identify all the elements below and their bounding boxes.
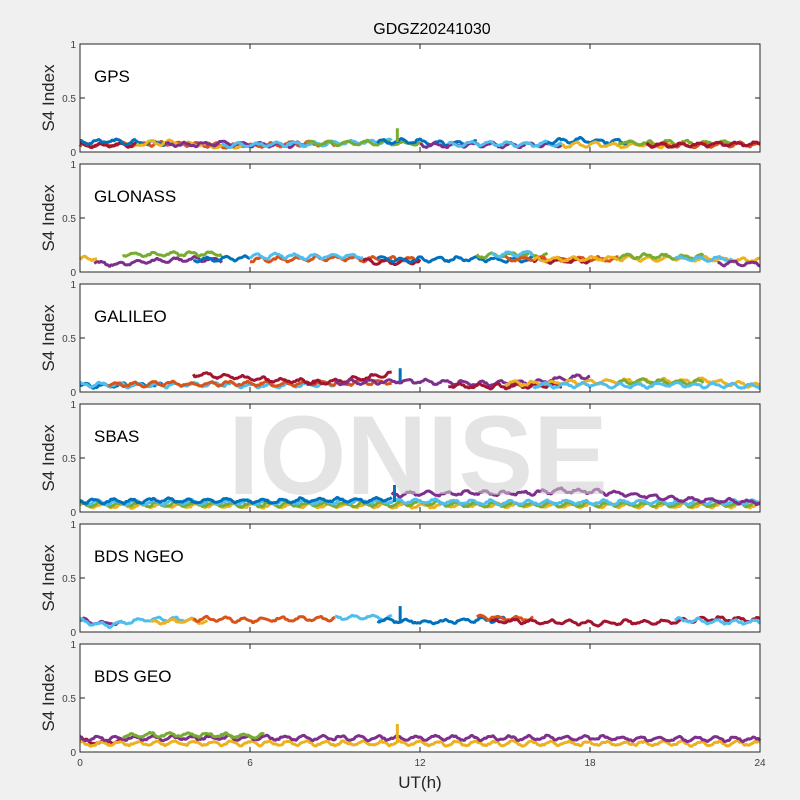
axes-background [80,284,760,392]
s4-series-green [618,252,705,261]
subplot-bds-ngeo: 0 0.5 1 S4 Index BDS NGEO [39,520,762,639]
y-tick-label: 0.5 [62,214,76,225]
y-tick-label: 0.5 [62,694,76,705]
subplot-bds-geo: 0 0.5 1 S4 Index BDS GEO [39,640,762,759]
s4-spike [398,606,402,622]
subplot-gps: 0 0.5 1 S4 Index GPS [39,40,761,159]
y-tick-label: 0.5 [62,334,76,345]
s4-series-blue [192,254,251,264]
constellation-label: GLONASS [94,187,176,206]
s4-series-orange [192,614,336,625]
s4-series-orange [476,613,534,622]
y-tick-label: 0.5 [62,574,76,585]
y-tick-label: 0 [70,748,76,759]
y-tick-label: 1 [70,280,76,291]
s4-series-yellow [79,739,761,748]
constellation-label: SBAS [94,427,139,446]
s4-series-cyan [532,380,762,391]
figure-title: GDGZ20241030 [373,21,491,38]
x-tick-label: 18 [584,758,596,769]
y-tick-label: 1 [70,160,76,171]
y-tick-label: 0 [70,268,76,279]
s4-spike [395,128,399,142]
y-tick-label: 0 [70,628,76,639]
s4-series-blue [79,495,393,506]
x-tick-label: 0 [77,758,83,769]
s4-series-red [645,140,761,149]
constellation-label: GPS [94,67,130,86]
s4-series-cyan [674,616,762,626]
y-axis-label: S4 Index [39,184,58,252]
y-axis-label: S4 Index [39,304,58,372]
s4-series-cyan [674,254,733,263]
s4-spike [393,485,396,502]
axes-background [80,44,760,152]
s4-spike [395,723,399,742]
y-tick-label: 0 [70,508,76,519]
s4-series-cyan [248,251,364,261]
s4-series-blue [376,255,534,265]
x-tick-label: 6 [247,758,253,769]
y-tick-label: 0 [70,148,76,159]
s4-series-blue [376,137,478,147]
s4-series-cyan [490,250,535,259]
subplot-glonass: 0 0.5 1 S4 Index GLONASS [39,160,761,279]
s4-series-purple [717,259,761,268]
s4-series-green [617,377,705,387]
constellation-label: GALILEO [94,307,167,326]
watermark: IONISE [228,393,608,518]
y-axis-label: S4 Index [39,664,58,732]
s4-spike [398,368,402,382]
subplot-sbas: 0 0.5 1 S4 Index SBAS [39,400,762,519]
y-tick-label: 1 [70,40,76,51]
subplot-galileo: 0 0.5 1 S4 Index GALILEO [39,280,762,399]
y-tick-label: 0.5 [62,94,76,105]
y-axis-label: S4 Index [39,424,58,492]
s4-series-green [122,250,223,259]
y-axis-label: S4 Index [39,64,58,132]
s4-series-yellow [78,254,98,262]
y-tick-label: 0 [70,388,76,399]
axes-background [80,524,760,632]
constellation-label: BDS GEO [94,667,171,686]
s4-series-red [448,381,563,391]
s4-series-green [122,731,265,740]
y-tick-label: 1 [70,640,76,651]
s4-series-purple [390,486,761,507]
s4-series-red [79,141,138,150]
x-axis-label: UT(h) [398,773,441,792]
y-tick-label: 1 [70,400,76,411]
x-tick-label: 12 [414,758,426,769]
y-axis-label: S4 Index [39,544,58,612]
x-tick-label: 24 [754,758,766,769]
y-tick-label: 1 [70,520,76,531]
s4-series-green [305,138,422,148]
y-tick-label: 0.5 [62,454,76,465]
constellation-label: BDS NGEO [94,547,184,566]
s4-series-cyan [447,139,563,149]
s4-series-red [192,371,321,386]
